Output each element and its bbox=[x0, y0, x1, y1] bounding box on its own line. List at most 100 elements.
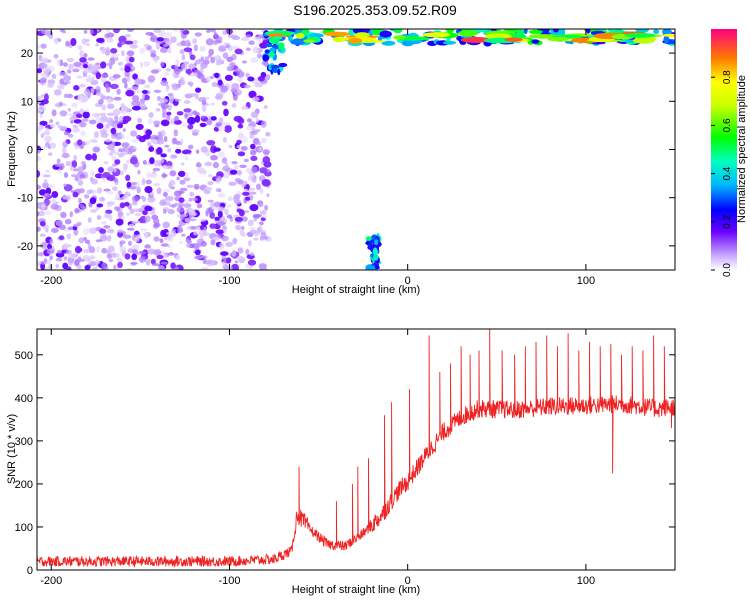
spectrogram-blob bbox=[224, 124, 232, 133]
spectrogram-blob bbox=[184, 172, 189, 179]
y-tick-label: 400 bbox=[15, 393, 33, 405]
spectrogram-blob bbox=[37, 108, 43, 114]
spectrogram-blob bbox=[104, 83, 109, 89]
spectrogram-blob bbox=[39, 221, 46, 227]
spectrogram-blob bbox=[332, 36, 347, 43]
spectrogram-blob bbox=[268, 51, 275, 58]
spectrogram-blob bbox=[100, 73, 109, 79]
spectrogram-blob bbox=[110, 48, 118, 54]
x-tick-label: -100 bbox=[218, 275, 240, 287]
spectrogram-blob bbox=[82, 228, 90, 235]
spectrogram-blob bbox=[125, 89, 135, 97]
spectrogram-blob bbox=[173, 74, 180, 79]
spectrogram-blob bbox=[153, 183, 161, 187]
spectrogram-blob bbox=[78, 258, 85, 262]
spectrogram-blob bbox=[196, 226, 201, 231]
spectrogram-blob bbox=[37, 96, 43, 99]
spectrogram-blob bbox=[45, 169, 50, 173]
spectrogram-blob bbox=[174, 98, 182, 102]
spectrogram-blob bbox=[183, 47, 193, 53]
spectrogram-blob bbox=[242, 232, 246, 238]
spectrogram-blob bbox=[146, 162, 150, 166]
spectrogram-blob bbox=[100, 61, 107, 69]
spectrogram-blob bbox=[113, 120, 120, 124]
spectrogram-blob bbox=[262, 156, 271, 164]
spectrogram-blob bbox=[485, 33, 512, 40]
spectrogram-blob bbox=[189, 191, 195, 197]
spectrogram-blob bbox=[160, 261, 168, 265]
snr-axes: -200 -100 0 100 0 100 200 300 400 500 bbox=[15, 329, 675, 587]
spectrogram-blob bbox=[95, 72, 102, 80]
spectrogram-blob bbox=[158, 265, 165, 270]
spectrogram-blob bbox=[219, 221, 226, 226]
spectrogram-blob bbox=[227, 196, 233, 202]
spectrogram-blob bbox=[191, 197, 198, 201]
spectrogram-blob bbox=[140, 228, 148, 232]
spectrogram-blob bbox=[174, 132, 179, 136]
spectrogram-blob bbox=[624, 32, 656, 38]
spectrogram-blob bbox=[259, 188, 264, 194]
spectrogram-blob bbox=[63, 172, 69, 178]
spectrogram-blob bbox=[57, 125, 63, 128]
spectrogram-blob bbox=[221, 122, 230, 126]
spectrogram-blob bbox=[143, 94, 150, 101]
spectrogram-blob bbox=[248, 90, 257, 99]
spectrogram-blob bbox=[179, 49, 185, 55]
spectrogram-blob bbox=[249, 149, 257, 156]
snr-y-label: SNR (10 * v/v) bbox=[6, 414, 18, 484]
spectrogram-blob bbox=[73, 119, 82, 124]
spectrogram-blob bbox=[49, 119, 54, 124]
spectrogram-blob bbox=[119, 202, 126, 209]
spectrogram-blob bbox=[144, 244, 151, 249]
spectrogram-blob bbox=[51, 109, 57, 117]
spectrogram-blob bbox=[150, 52, 157, 58]
spectrogram-blob bbox=[117, 190, 122, 196]
spectrogram-blob bbox=[42, 182, 49, 189]
spectrogram-blob bbox=[166, 111, 172, 116]
spectrogram-blob bbox=[229, 169, 238, 175]
spectrogram-blob bbox=[256, 141, 262, 146]
spectrogram-blob bbox=[231, 161, 238, 165]
spectrogram-blob bbox=[139, 102, 146, 110]
spectrogram-blob bbox=[53, 54, 59, 59]
spectrogram-blob bbox=[132, 73, 138, 80]
spectrogram-blob bbox=[96, 203, 104, 208]
spectrogram-blob bbox=[212, 161, 219, 169]
spectrogram-blob bbox=[141, 89, 148, 94]
spectrogram-blob bbox=[79, 50, 84, 58]
spectrogram-blob bbox=[237, 123, 244, 129]
spectrogram-blob bbox=[147, 196, 156, 203]
spectrogram-blob bbox=[113, 264, 117, 270]
spectrogram-blob bbox=[247, 259, 257, 266]
spectrogram-blob bbox=[95, 206, 100, 211]
spectrogram-blob bbox=[379, 30, 392, 38]
spectrogram-blob bbox=[143, 43, 150, 47]
spectrogram-blob bbox=[210, 56, 216, 64]
spectrogram-blob bbox=[183, 100, 191, 104]
spectrogram-blob bbox=[273, 36, 283, 40]
spectrogram-blob bbox=[235, 224, 242, 231]
spectrogram-blob bbox=[262, 149, 270, 155]
spectrogram-blob bbox=[130, 130, 138, 137]
spectrogram-blob bbox=[83, 29, 88, 34]
colorbar-tick-label: 0.0 bbox=[722, 263, 733, 277]
spectrogram-blob bbox=[191, 242, 200, 249]
spectrogram-blob bbox=[117, 123, 123, 129]
spectrogram-blob bbox=[78, 237, 85, 244]
spectrogram-blob bbox=[183, 199, 190, 204]
spectrogram-blob bbox=[181, 122, 187, 128]
spectrogram-blob bbox=[168, 46, 172, 54]
spectrogram-blob bbox=[160, 199, 166, 203]
spectrogram-blob bbox=[249, 229, 257, 235]
spectrogram-blob bbox=[182, 30, 190, 35]
spectrogram-blob bbox=[200, 255, 208, 259]
spectrogram-blob bbox=[212, 236, 220, 241]
spectrogram-blob bbox=[73, 61, 82, 67]
spectrogram-blob bbox=[160, 156, 165, 164]
x-tick-label: -100 bbox=[218, 575, 240, 587]
spectrogram-blob bbox=[178, 197, 185, 203]
spectrogram-blob bbox=[126, 29, 134, 32]
spectrogram-blob bbox=[124, 201, 130, 207]
spectrogram-blob bbox=[128, 56, 135, 63]
